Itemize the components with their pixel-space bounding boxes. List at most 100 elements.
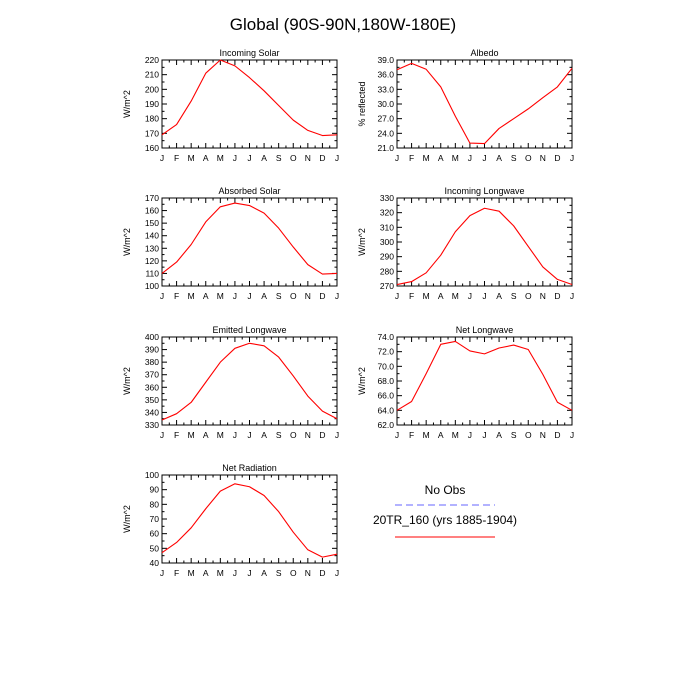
x-tick-label-emitted-longwave: S [276,430,282,440]
panel-title-albedo: Albedo [470,48,498,58]
series-line-emitted-longwave [161,342,338,421]
x-tick-label-net-radiation: S [276,568,282,578]
plot-frame-albedo [396,59,573,149]
x-tick-label-absorbed-solar: J [247,291,251,301]
x-tick-label-absorbed-solar: A [203,291,209,301]
panel-title-net-longwave: Net Longwave [456,325,514,335]
x-tick-label-emitted-longwave: J [160,430,164,440]
y-tick-label-absorbed-solar: 110 [145,268,159,278]
plot-frame-emitted-longwave [161,336,338,426]
x-tick-label-net-longwave: J [482,430,486,440]
x-tick-label-incoming-solar: O [290,153,297,163]
x-tick-label-albedo: J [468,153,472,163]
series-line-net-longwave [396,340,573,411]
series-line-net-radiation [161,483,338,558]
x-tick-label-incoming-longwave: D [554,291,560,301]
panel-title-net-radiation: Net Radiation [222,463,277,473]
x-tick-label-net-longwave: J [395,430,399,440]
y-tick-label-albedo: 27.0 [377,114,394,124]
x-tick-label-net-longwave: J [570,430,574,440]
series-line-absorbed-solar [161,202,338,275]
x-tick-label-net-longwave: O [525,430,532,440]
y-tick-label-emitted-longwave: 350 [145,395,159,405]
x-tick-label-incoming-longwave: J [395,291,399,301]
x-tick-label-net-radiation: D [319,568,325,578]
x-tick-label-incoming-longwave: J [570,291,574,301]
x-tick-label-incoming-solar: F [174,153,179,163]
x-tick-label-albedo: S [511,153,517,163]
x-tick-label-emitted-longwave: J [233,430,237,440]
x-tick-label-incoming-longwave: J [482,291,486,301]
y-tick-label-incoming-longwave: 280 [380,266,394,276]
y-tick-label-net-longwave: 68.0 [377,376,394,386]
x-tick-label-albedo: J [482,153,486,163]
x-tick-label-albedo: M [423,153,430,163]
x-tick-label-net-radiation: N [305,568,311,578]
y-tick-label-incoming-solar: 220 [145,55,159,65]
x-tick-label-incoming-solar: N [305,153,311,163]
series-line-incoming-solar [161,59,338,137]
x-tick-label-albedo: D [554,153,560,163]
x-tick-label-absorbed-solar: J [335,291,339,301]
x-tick-label-absorbed-solar: J [233,291,237,301]
x-tick-label-emitted-longwave: J [335,430,339,440]
y-tick-label-incoming-solar: 160 [145,143,159,153]
x-tick-label-net-longwave: F [409,430,414,440]
y-axis-label-net-radiation: W/m^2 [122,505,132,533]
y-tick-label-net-radiation: 70 [150,514,160,524]
y-tick-label-net-longwave: 64.0 [377,405,394,415]
x-tick-label-incoming-solar: J [160,153,164,163]
y-tick-label-albedo: 21.0 [377,143,394,153]
x-tick-label-incoming-longwave: A [496,291,502,301]
x-tick-label-net-radiation: J [160,568,164,578]
x-tick-label-incoming-longwave: N [540,291,546,301]
x-tick-label-incoming-solar: D [319,153,325,163]
y-axis-label-incoming-solar: W/m^2 [122,90,132,118]
x-tick-label-albedo: A [438,153,444,163]
x-tick-label-albedo: J [395,153,399,163]
x-tick-label-emitted-longwave: M [188,430,195,440]
x-tick-label-net-longwave: A [496,430,502,440]
x-tick-label-emitted-longwave: A [203,430,209,440]
y-tick-label-incoming-longwave: 270 [380,281,394,291]
x-tick-label-emitted-longwave: F [174,430,179,440]
y-axis-label-net-longwave: W/m^2 [357,367,367,395]
y-tick-label-absorbed-solar: 130 [145,243,159,253]
x-tick-label-absorbed-solar: D [319,291,325,301]
y-tick-label-albedo: 30.0 [377,99,394,109]
y-tick-label-incoming-longwave: 290 [380,252,394,262]
y-tick-label-incoming-solar: 180 [145,114,159,124]
y-tick-label-incoming-longwave: 320 [380,208,394,218]
plot-frame-absorbed-solar [161,197,338,287]
x-tick-label-incoming-solar: J [233,153,237,163]
x-tick-label-net-longwave: M [423,430,430,440]
panel-title-incoming-longwave: Incoming Longwave [444,186,524,196]
y-tick-label-emitted-longwave: 400 [145,332,159,342]
x-tick-label-absorbed-solar: F [174,291,179,301]
y-tick-label-net-longwave: 66.0 [377,391,394,401]
y-tick-label-incoming-solar: 210 [145,70,159,80]
x-tick-label-incoming-solar: A [203,153,209,163]
x-tick-label-incoming-solar: M [188,153,195,163]
x-tick-label-incoming-solar: M [217,153,224,163]
x-tick-label-incoming-solar: J [335,153,339,163]
x-tick-label-emitted-longwave: D [319,430,325,440]
x-tick-label-incoming-solar: S [276,153,282,163]
x-tick-label-net-radiation: M [188,568,195,578]
x-tick-label-net-radiation: M [217,568,224,578]
y-tick-label-net-longwave: 74.0 [377,332,394,342]
x-tick-label-absorbed-solar: M [217,291,224,301]
x-tick-label-net-longwave: S [511,430,517,440]
y-tick-label-incoming-longwave: 310 [380,222,394,232]
y-tick-label-net-longwave: 72.0 [377,347,394,357]
x-tick-label-net-radiation: J [233,568,237,578]
panel-title-incoming-solar: Incoming Solar [219,48,279,58]
y-tick-label-incoming-longwave: 300 [380,237,394,247]
y-tick-label-albedo: 36.0 [377,70,394,80]
x-tick-label-albedo: A [496,153,502,163]
